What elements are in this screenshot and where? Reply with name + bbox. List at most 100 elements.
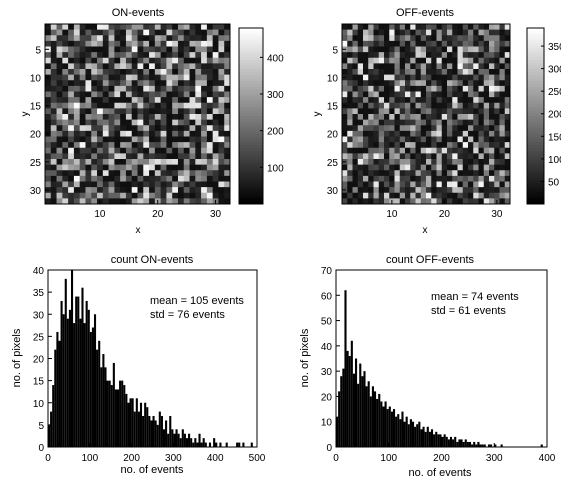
heatmap-cell bbox=[410, 114, 416, 120]
heatmap-cell bbox=[447, 142, 453, 149]
heatmap-cell bbox=[73, 29, 81, 36]
heatmap-cell bbox=[399, 46, 406, 53]
heatmap-cell bbox=[183, 102, 190, 109]
heatmap-cell bbox=[201, 125, 208, 132]
heatmap-cell bbox=[97, 63, 104, 70]
heatmap-cell bbox=[494, 130, 500, 137]
heatmap-cell bbox=[189, 114, 196, 120]
heatmap-cell bbox=[431, 142, 437, 149]
heatmap-cell bbox=[426, 80, 432, 87]
heatmap-cell bbox=[462, 175, 469, 182]
heatmap-cell bbox=[68, 108, 75, 115]
heatmap-cell bbox=[410, 69, 416, 75]
heatmap-cell bbox=[415, 114, 422, 120]
heatmap-cell bbox=[462, 114, 469, 120]
heatmap-cell bbox=[373, 142, 380, 149]
heatmap-cell bbox=[45, 91, 52, 98]
histogram-bar bbox=[468, 441, 472, 447]
heatmap-cell bbox=[394, 52, 401, 59]
heatmap-cell bbox=[120, 80, 127, 87]
heatmap-cell bbox=[172, 130, 179, 137]
heatmap-cell bbox=[457, 192, 464, 199]
heatmap-cell bbox=[436, 187, 443, 194]
heatmap-cell bbox=[68, 159, 75, 165]
histogram-bar bbox=[188, 433, 191, 447]
x-tick-label: 30 bbox=[210, 209, 222, 220]
heatmap-cell bbox=[85, 46, 92, 53]
heatmap-cell bbox=[131, 108, 138, 115]
heatmap-cell bbox=[447, 153, 453, 160]
heatmap-cell bbox=[499, 108, 506, 115]
heatmap-cell bbox=[441, 142, 448, 149]
heatmap-cell bbox=[73, 97, 81, 104]
heatmap-cell bbox=[114, 63, 121, 70]
heatmap-cell bbox=[436, 119, 443, 126]
heatmap-cell bbox=[363, 52, 369, 59]
heatmap-cell bbox=[378, 74, 385, 81]
heatmap-cell bbox=[206, 192, 214, 199]
heatmap-cell bbox=[137, 40, 144, 47]
heatmap-cell bbox=[201, 85, 208, 92]
heatmap-cell bbox=[378, 57, 385, 64]
heatmap-cell bbox=[73, 192, 81, 199]
heatmap-cell bbox=[431, 40, 437, 47]
heatmap-cell bbox=[426, 29, 432, 36]
heatmap-cell bbox=[160, 57, 167, 64]
heatmap-cell bbox=[431, 119, 437, 126]
heatmap-cell bbox=[457, 35, 464, 42]
heatmap-cell bbox=[62, 57, 69, 64]
heatmap-cell bbox=[68, 57, 75, 64]
heatmap-cell bbox=[154, 52, 161, 59]
heatmap-cell bbox=[473, 91, 479, 98]
heatmap-cell bbox=[452, 24, 458, 30]
heatmap-cell bbox=[394, 175, 401, 182]
heatmap-cell bbox=[363, 147, 369, 154]
heatmap-cell bbox=[494, 69, 500, 75]
heatmap-cell bbox=[410, 102, 416, 109]
heatmap-cell bbox=[357, 114, 364, 120]
colorbar-segment bbox=[527, 92, 544, 96]
heatmap-cell bbox=[114, 46, 121, 53]
heatmap-cell bbox=[62, 29, 69, 36]
heatmap-cell bbox=[79, 170, 86, 177]
heatmap-cell bbox=[91, 24, 98, 30]
heatmap-cell bbox=[62, 153, 69, 160]
heatmap-cell bbox=[452, 80, 458, 87]
heatmap-cell bbox=[468, 114, 474, 120]
y-tick-label: 10 bbox=[327, 73, 339, 84]
colorbar-segment bbox=[527, 113, 544, 117]
colorbar-segment bbox=[239, 95, 263, 99]
heatmap-cell bbox=[384, 69, 390, 75]
heatmap-cell bbox=[189, 147, 196, 154]
heatmap-cell bbox=[462, 97, 469, 104]
histogram-bar bbox=[144, 402, 147, 447]
heatmap-cell bbox=[50, 52, 57, 59]
heatmap-cell bbox=[352, 136, 359, 143]
heatmap-cell bbox=[504, 147, 511, 154]
colorbar-segment bbox=[239, 39, 263, 44]
heatmap-cell bbox=[45, 80, 52, 87]
heatmap-cell bbox=[85, 198, 92, 205]
heatmap-cell bbox=[504, 24, 511, 30]
heatmap-cell bbox=[363, 24, 369, 30]
heatmap-cell bbox=[137, 63, 144, 70]
colorbar-frame bbox=[526, 27, 545, 205]
heatmap-cell bbox=[154, 130, 161, 137]
heatmap-cell bbox=[363, 46, 369, 53]
heatmap-cell bbox=[394, 119, 401, 126]
heatmap-cell bbox=[177, 164, 185, 171]
heatmap-cell bbox=[114, 119, 121, 126]
heatmap-cell bbox=[183, 181, 190, 188]
heatmap-cell bbox=[131, 52, 138, 59]
heatmap-cell bbox=[212, 85, 219, 92]
heatmap-cell bbox=[166, 119, 173, 126]
heatmap-cell bbox=[102, 69, 109, 75]
heatmap-cell bbox=[68, 74, 75, 81]
heatmap-cell bbox=[68, 85, 75, 92]
heatmap-cell bbox=[447, 181, 453, 188]
heatmap-cell bbox=[56, 175, 63, 182]
heatmap-cell bbox=[120, 46, 127, 53]
heatmap-cell bbox=[431, 153, 437, 160]
heatmap-cell bbox=[50, 69, 57, 75]
